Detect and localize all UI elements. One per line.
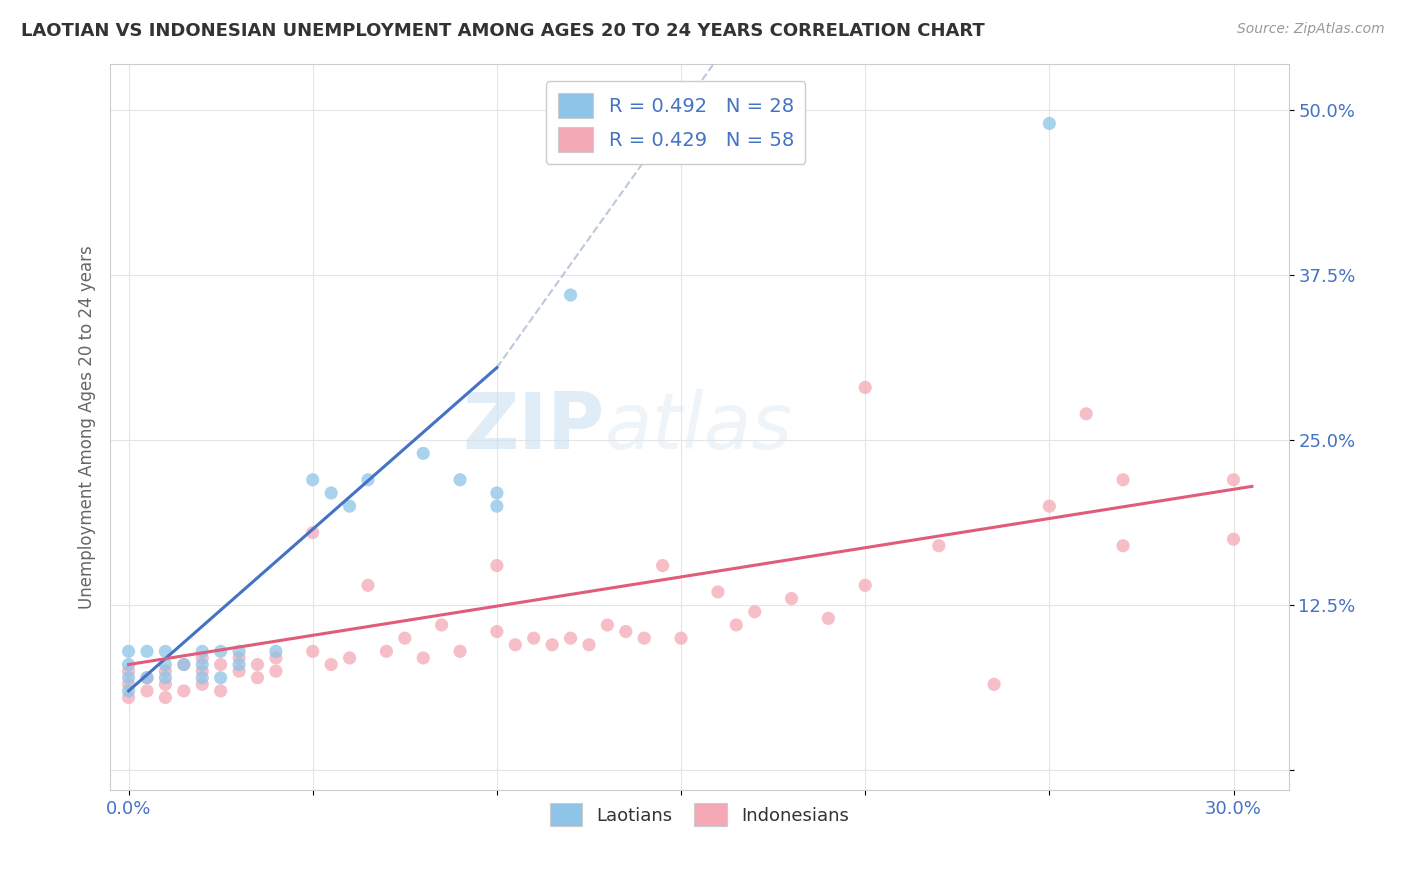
Point bbox=[744, 605, 766, 619]
Text: Source: ZipAtlas.com: Source: ZipAtlas.com bbox=[1237, 22, 1385, 37]
Point bbox=[449, 473, 471, 487]
Point bbox=[375, 644, 398, 658]
Point bbox=[357, 473, 380, 487]
Point bbox=[264, 664, 287, 678]
Point bbox=[117, 644, 139, 658]
Point bbox=[191, 677, 214, 691]
Point bbox=[228, 664, 250, 678]
Y-axis label: Unemployment Among Ages 20 to 24 years: Unemployment Among Ages 20 to 24 years bbox=[79, 245, 96, 609]
Point bbox=[136, 684, 159, 698]
Point bbox=[560, 288, 582, 302]
Point bbox=[246, 671, 269, 685]
Point bbox=[485, 558, 508, 573]
Point bbox=[136, 644, 159, 658]
Text: atlas: atlas bbox=[605, 389, 793, 465]
Point bbox=[853, 380, 876, 394]
Point bbox=[246, 657, 269, 672]
Point bbox=[191, 651, 214, 665]
Point bbox=[853, 578, 876, 592]
Text: LAOTIAN VS INDONESIAN UNEMPLOYMENT AMONG AGES 20 TO 24 YEARS CORRELATION CHART: LAOTIAN VS INDONESIAN UNEMPLOYMENT AMONG… bbox=[21, 22, 984, 40]
Point bbox=[173, 657, 195, 672]
Point bbox=[725, 618, 748, 632]
Point bbox=[928, 539, 950, 553]
Point bbox=[817, 611, 839, 625]
Point bbox=[173, 657, 195, 672]
Point bbox=[155, 664, 177, 678]
Point bbox=[321, 657, 343, 672]
Point bbox=[1038, 499, 1060, 513]
Point bbox=[117, 671, 139, 685]
Point bbox=[155, 677, 177, 691]
Point bbox=[191, 671, 214, 685]
Point bbox=[209, 657, 232, 672]
Point bbox=[633, 631, 655, 645]
Point bbox=[301, 644, 323, 658]
Text: ZIP: ZIP bbox=[463, 389, 605, 465]
Point bbox=[264, 644, 287, 658]
Point bbox=[301, 473, 323, 487]
Point bbox=[209, 644, 232, 658]
Point bbox=[321, 486, 343, 500]
Point bbox=[264, 651, 287, 665]
Point bbox=[117, 684, 139, 698]
Point bbox=[339, 499, 361, 513]
Point bbox=[191, 664, 214, 678]
Point bbox=[191, 657, 214, 672]
Point bbox=[560, 631, 582, 645]
Point bbox=[651, 558, 673, 573]
Point bbox=[485, 624, 508, 639]
Point bbox=[117, 657, 139, 672]
Point bbox=[614, 624, 637, 639]
Point bbox=[596, 618, 619, 632]
Point bbox=[983, 677, 1005, 691]
Point bbox=[1038, 116, 1060, 130]
Point bbox=[669, 631, 692, 645]
Point bbox=[1222, 532, 1244, 546]
Point bbox=[412, 446, 434, 460]
Point bbox=[117, 664, 139, 678]
Point bbox=[228, 651, 250, 665]
Point bbox=[155, 671, 177, 685]
Point bbox=[209, 671, 232, 685]
Legend: Laotians, Indonesians: Laotians, Indonesians bbox=[541, 794, 858, 835]
Point bbox=[173, 684, 195, 698]
Point bbox=[339, 651, 361, 665]
Point bbox=[505, 638, 527, 652]
Point bbox=[578, 638, 600, 652]
Point bbox=[117, 690, 139, 705]
Point bbox=[1112, 539, 1135, 553]
Point bbox=[155, 690, 177, 705]
Point bbox=[228, 657, 250, 672]
Point bbox=[357, 578, 380, 592]
Point bbox=[209, 684, 232, 698]
Point bbox=[707, 585, 730, 599]
Point bbox=[1222, 473, 1244, 487]
Point bbox=[155, 657, 177, 672]
Point bbox=[430, 618, 453, 632]
Point bbox=[191, 644, 214, 658]
Point bbox=[1112, 473, 1135, 487]
Point bbox=[1076, 407, 1098, 421]
Point bbox=[485, 499, 508, 513]
Point bbox=[485, 486, 508, 500]
Point bbox=[136, 671, 159, 685]
Point bbox=[523, 631, 546, 645]
Point bbox=[394, 631, 416, 645]
Point bbox=[449, 644, 471, 658]
Point bbox=[117, 677, 139, 691]
Point bbox=[155, 644, 177, 658]
Point bbox=[228, 644, 250, 658]
Point bbox=[412, 651, 434, 665]
Point bbox=[541, 638, 564, 652]
Point bbox=[780, 591, 803, 606]
Point bbox=[301, 525, 323, 540]
Point bbox=[136, 671, 159, 685]
